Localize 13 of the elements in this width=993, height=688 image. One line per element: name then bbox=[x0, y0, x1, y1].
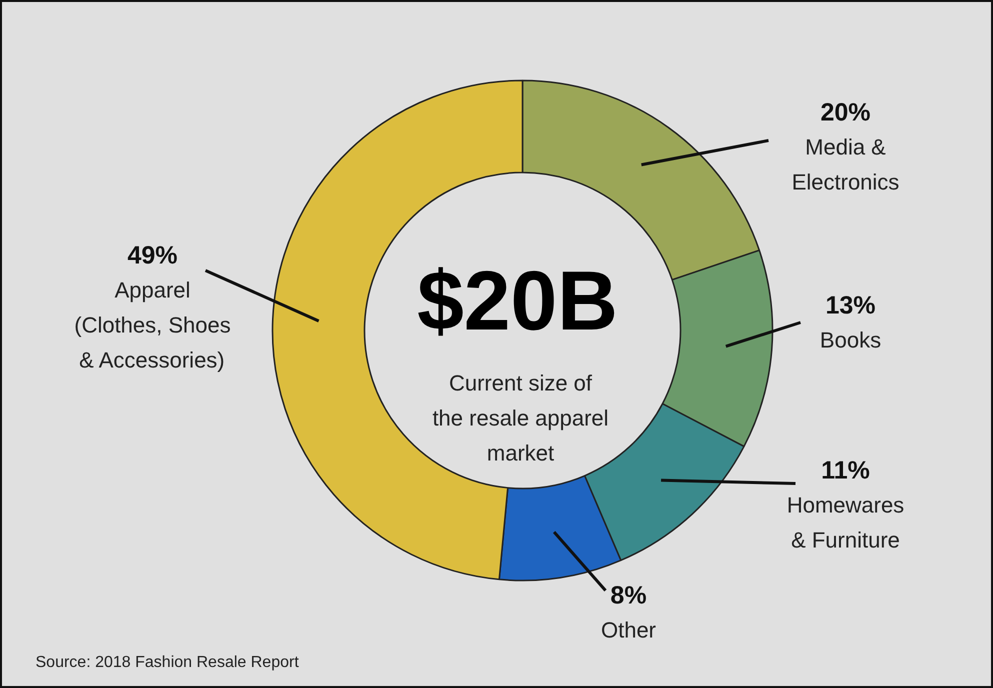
slice-label: Other bbox=[600, 618, 656, 642]
data-label: 11% bbox=[821, 456, 870, 484]
text: $20B bbox=[417, 254, 618, 348]
slice-label: Media & Electronics bbox=[792, 134, 900, 194]
data-label: 8% bbox=[610, 582, 647, 610]
data-label: 20% bbox=[820, 98, 871, 126]
slice-label: Homewares & Furniture bbox=[786, 492, 904, 552]
source-note: Source: 2018 Fashion Resale Report bbox=[36, 654, 300, 671]
data-label: 49% bbox=[127, 242, 178, 270]
slice-label: Books bbox=[820, 328, 882, 352]
slice-label: Apparel (Clothes, Shoes & Accessories) bbox=[74, 278, 231, 372]
text: Current size of the resale apparel market bbox=[432, 370, 609, 466]
data-label: 13% bbox=[825, 292, 876, 320]
